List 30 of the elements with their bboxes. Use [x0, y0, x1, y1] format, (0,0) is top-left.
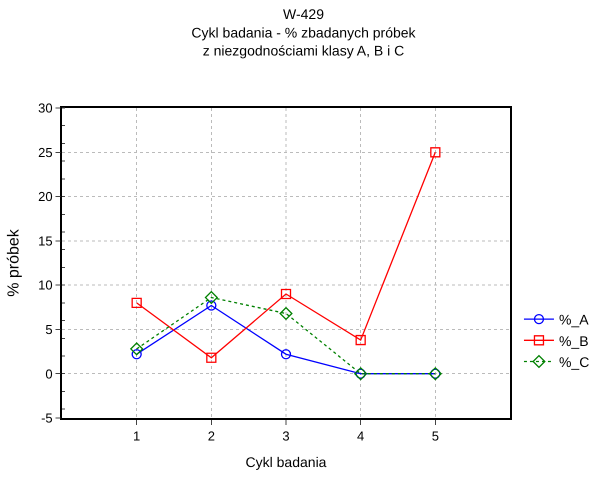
chart-subtitle: Cykl badania - % zbadanych próbek z niezgodnościami klasy A, B i C: [191, 24, 417, 59]
y-tick-label: 25: [38, 144, 53, 160]
legend-label: %_C: [558, 354, 590, 370]
point: [280, 288, 292, 300]
point: [206, 300, 216, 311]
x-tick-label: 2: [208, 428, 215, 444]
chart-title: W-429: [283, 6, 324, 22]
x-axis-title: Cykl badania: [246, 454, 327, 470]
point: [280, 306, 292, 320]
x-tick-label: 5: [432, 428, 439, 444]
x-tick-label: 1: [133, 428, 140, 444]
y-tick-label: 30: [38, 100, 53, 116]
x-tick-label: 4: [357, 428, 364, 444]
point: [204, 291, 218, 304]
y-tick-label: 20: [38, 189, 53, 204]
y-tick-label: 0: [45, 366, 53, 382]
point: [130, 342, 144, 356]
point: [356, 334, 366, 346]
point: [280, 349, 292, 360]
y-axis-title: % próbek: [6, 228, 23, 297]
legend-label: %_B: [558, 332, 589, 349]
y-tick-label: 10: [38, 278, 53, 293]
point: [132, 298, 142, 308]
point: [430, 147, 440, 158]
x-tick-label: 3: [282, 428, 290, 444]
y-tick-label: -5: [41, 410, 53, 426]
point: [206, 352, 216, 363]
y-tick-label: 5: [45, 322, 53, 337]
legend-label: %_A: [558, 312, 590, 328]
y-tick-label: 15: [38, 233, 53, 248]
